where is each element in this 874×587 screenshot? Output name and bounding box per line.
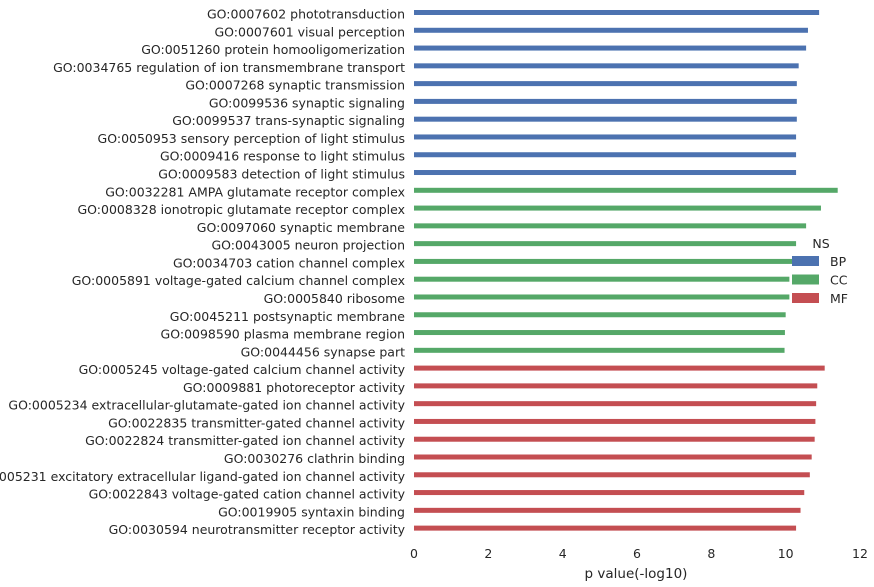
x-tick-label: 0 [410, 546, 418, 561]
bar-mf-2 [414, 401, 817, 407]
x-tick-label: 8 [707, 546, 715, 561]
bar-bp-1 [414, 27, 808, 33]
legend-label-mf: MF [830, 291, 848, 306]
bar-bp-4 [414, 81, 797, 87]
bar-cc-5 [414, 276, 790, 282]
category-label: GO:0005840 ribosome [264, 291, 406, 306]
category-label: GO:0045211 postsynaptic membrane [170, 309, 406, 324]
legend-swatch-cc [792, 274, 819, 285]
bar-mf-9 [414, 525, 797, 531]
bar-cc-9 [414, 347, 785, 353]
category-label: GO:0050953 sensory perception of light s… [98, 131, 405, 146]
category-label: GO:0034765 regulation of ion transmembra… [53, 60, 405, 75]
category-label: GO:0030594 neurotransmitter receptor act… [109, 522, 406, 537]
bar-mf-5 [414, 454, 812, 460]
bar-mf-3 [414, 418, 816, 424]
x-tick-label: 12 [852, 546, 868, 561]
category-label: GO:0034703 cation channel complex [173, 255, 405, 270]
category-label: GO:0099537 trans-synaptic signaling [172, 113, 405, 128]
category-label: GO:0005234 extracellular-glutamate-gated… [8, 398, 405, 413]
category-labels: GO:0007602 phototransduction GO:0007601 v… [0, 7, 406, 538]
bar-bp-2 [414, 45, 807, 51]
legend-swatch-mf [792, 293, 819, 303]
bar-mf-1 [414, 383, 818, 389]
category-label: GO:0005231 excitatory extracellular liga… [0, 469, 406, 484]
category-label: GO:0022835 transmitter-gated channel act… [108, 415, 405, 430]
bar-mf-0 [414, 365, 825, 371]
x-tick-label: 6 [633, 546, 641, 561]
category-label: GO:0043005 neuron projection [211, 238, 405, 253]
category-label: GO:0007601 visual perception [214, 24, 405, 39]
category-label: GO:0007268 synaptic transmission [185, 78, 405, 93]
legend-label-cc: CC [830, 273, 848, 288]
bar-bp-3 [414, 63, 799, 69]
legend-label-bp: BP [830, 254, 847, 269]
category-label: GO:0005245 voltage-gated calcium channel… [79, 362, 406, 377]
category-label: GO:0009881 photoreceptor activity [183, 380, 406, 395]
bar-cc-0 [414, 187, 838, 193]
bar-bp-5 [414, 98, 797, 104]
x-tick-label: 2 [484, 546, 492, 561]
category-label: GO:0009583 detection of light stimulus [158, 167, 405, 182]
bar-cc-8 [414, 330, 785, 336]
category-label: GO:0051260 protein homooligomerization [141, 42, 405, 57]
category-label: GO:0032281 AMPA glutamate receptor compl… [105, 184, 405, 199]
bar-cc-2 [414, 223, 807, 229]
category-label: GO:0030276 clathrin binding [224, 451, 405, 466]
bar-mf-7 [414, 490, 805, 496]
bar-bp-9 [414, 170, 797, 176]
x-tick-label: 10 [778, 546, 794, 561]
bar-mf-6 [414, 472, 810, 478]
bar-mf-8 [414, 507, 801, 513]
bar-bp-0 [414, 10, 820, 15]
legend: NS BP CC MF [792, 236, 848, 306]
category-label: GO:0044456 synapse part [241, 344, 405, 359]
bar-cc-6 [414, 294, 790, 300]
bar-cc-7 [414, 312, 786, 318]
legend-swatch-bp [792, 256, 819, 266]
category-label: GO:0019905 syntaxin binding [218, 504, 405, 519]
bar-cc-1 [414, 205, 821, 211]
bar-bp-6 [414, 116, 797, 122]
category-label: GO:0099536 synaptic signaling [209, 95, 405, 110]
legend-title: NS [812, 236, 829, 251]
category-label: GO:0009416 response to light stimulus [160, 149, 405, 164]
category-label: GO:0022843 voltage-gated cation channel … [89, 487, 406, 502]
bar-bp-7 [414, 134, 797, 140]
bar-cc-3 [414, 241, 797, 247]
bars-layer [414, 10, 838, 531]
bar-mf-4 [414, 436, 815, 442]
x-axis-ticks: 0 2 4 6 8 10 12 [410, 546, 868, 561]
category-label: GO:0022824 transmitter-gated ion channel… [85, 433, 406, 448]
category-label: GO:0007602 phototransduction [207, 7, 405, 22]
category-label: GO:0008328 ionotropic glutamate receptor… [78, 202, 406, 217]
bar-cc-4 [414, 258, 797, 264]
category-label: GO:0005891 voltage-gated calcium channel… [72, 273, 405, 288]
x-tick-label: 4 [559, 546, 567, 561]
bar-bp-8 [414, 152, 797, 158]
category-label: GO:0097060 synaptic membrane [197, 220, 406, 235]
x-axis-title: p value(-log10) [585, 566, 688, 582]
category-label: GO:0098590 plasma membrane region [161, 327, 405, 342]
